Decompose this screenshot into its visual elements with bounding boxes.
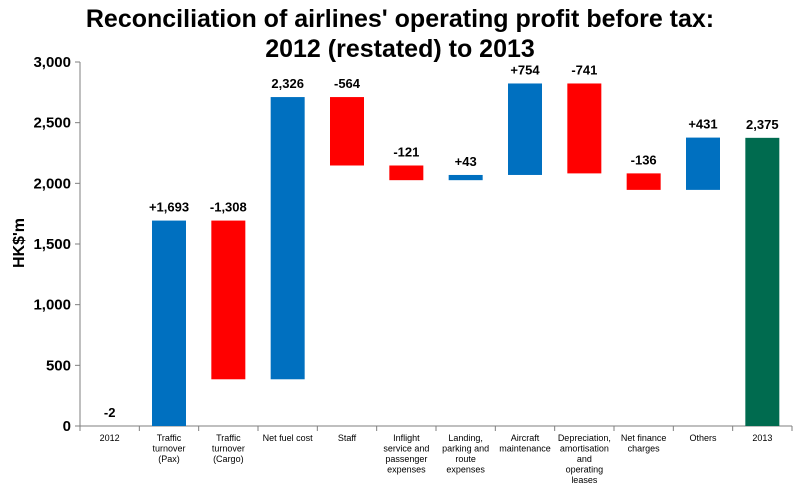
- category-label-line: passenger: [385, 454, 427, 464]
- category-label-line: Aircraft: [511, 433, 540, 443]
- data-label: -121: [393, 144, 419, 159]
- category-label-line: service and: [383, 444, 429, 454]
- category-label-line: amortisation: [560, 444, 609, 454]
- y-tick-label: 2,000: [33, 175, 71, 192]
- bar-decrease: [330, 97, 364, 166]
- category-label-line: (Pax): [158, 454, 180, 464]
- category-label: Traffic turnover (Cargo): [212, 433, 245, 464]
- chart-title-line-1: Reconciliation of airlines' operating pr…: [85, 5, 715, 33]
- category-label-line: maintenance: [499, 444, 551, 454]
- bar-increase: [152, 220, 186, 426]
- bar-decrease: [389, 165, 424, 181]
- category-labels: 2012 Traffic turnover (Pax)Traffic turnover(…: [100, 433, 773, 485]
- category-label-line: Inflight: [393, 433, 420, 443]
- category-label-line: 2013: [752, 433, 772, 443]
- category-label-line: (Cargo): [213, 454, 244, 464]
- category-label: Inflight service and passenger expenses: [383, 433, 429, 475]
- data-labels: -2 +1,693 -1,308 2,326 -564 -121 +43 +754 -741 -1…: [104, 62, 779, 420]
- category-label: Others: [689, 433, 717, 443]
- y-tick-label: 500: [46, 357, 71, 374]
- category-label-line: expenses: [387, 465, 426, 475]
- data-label: +431: [688, 117, 717, 132]
- y-tick-label: 2,500: [33, 115, 71, 132]
- bar-decrease: [626, 173, 661, 190]
- y-tick-label: 1,000: [33, 297, 71, 314]
- y-tick-label: 3,000: [33, 54, 71, 71]
- bar-increase: [270, 97, 305, 380]
- bar-total: [745, 137, 780, 427]
- bar-increase: [508, 83, 542, 175]
- data-label: -564: [334, 76, 361, 91]
- chart-title: Reconciliation of airlines' operating pr…: [0, 4, 800, 64]
- y-axis-label: HK$'m: [11, 218, 28, 268]
- category-label-line: leases: [571, 475, 598, 485]
- category-label-line: and: [577, 454, 592, 464]
- data-label: +1,693: [149, 200, 189, 215]
- category-label-line: route: [455, 454, 476, 464]
- category-label-line: Landing,: [448, 433, 483, 443]
- data-label: -1,308: [210, 200, 247, 215]
- data-label: -136: [631, 152, 657, 167]
- category-label-line: Others: [689, 433, 717, 443]
- chart-title-line-2: 2012 (restated) to 2013: [265, 35, 535, 63]
- category-label-line: Net finance: [621, 433, 667, 443]
- category-label: 2013: [752, 433, 772, 443]
- category-label-line: charges: [628, 444, 661, 454]
- category-label: 2012: [100, 433, 120, 443]
- category-label-line: Traffic: [216, 433, 241, 443]
- category-label-line: Net fuel cost: [263, 433, 314, 443]
- category-label-line: Depreciation,: [558, 433, 611, 443]
- category-label: Net fuel cost: [263, 433, 314, 443]
- data-label: -2: [104, 405, 116, 420]
- category-label-line: expenses: [446, 465, 485, 475]
- category-label-line: 2012: [100, 433, 120, 443]
- bar-decrease: [211, 220, 246, 380]
- category-label: Net finance charges: [621, 433, 667, 454]
- category-label-line: operating: [566, 465, 604, 475]
- y-axis: 0 500 1,000 1,500 2,000 2,500 3,000: [33, 54, 81, 435]
- category-label-line: turnover: [212, 444, 245, 454]
- bar-increase: [686, 137, 720, 190]
- y-tick-label: 0: [63, 418, 71, 435]
- category-label-line: Staff: [338, 433, 357, 443]
- category-label-line: parking and: [442, 444, 489, 454]
- bar-increase: [448, 174, 483, 181]
- bars: [152, 83, 780, 427]
- data-label: 2,326: [271, 76, 304, 91]
- category-label: Depreciation, amortisation and operating lea…: [558, 433, 611, 485]
- category-label: Aircraft maintenance: [499, 433, 551, 454]
- data-label: 2,375: [746, 117, 779, 132]
- y-tick-label: 1,500: [33, 236, 71, 253]
- bar-decrease: [567, 83, 602, 174]
- category-label: Landing, parking and route expenses: [442, 433, 489, 475]
- x-axis: [79, 425, 793, 431]
- category-label-line: Traffic: [157, 433, 182, 443]
- category-label: Staff: [338, 433, 357, 443]
- category-label: Traffic turnover (Pax): [152, 433, 185, 464]
- data-label: +754: [510, 62, 540, 77]
- data-label: +43: [455, 154, 477, 169]
- category-label-line: turnover: [152, 444, 185, 454]
- data-label: -741: [571, 62, 597, 77]
